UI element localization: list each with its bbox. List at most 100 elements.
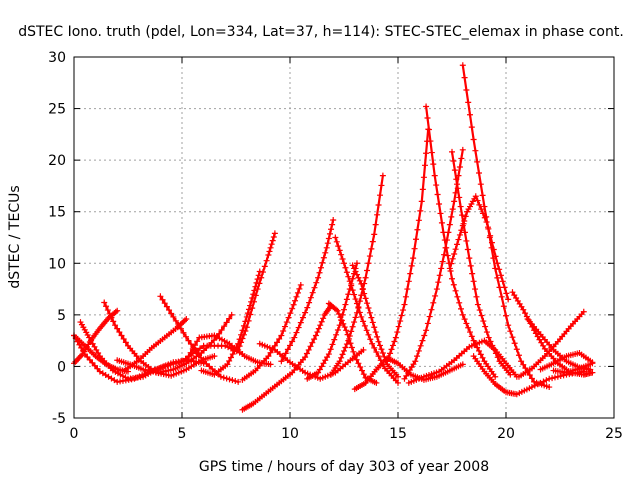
data-point xyxy=(346,335,353,342)
data-point xyxy=(191,342,198,349)
data-point xyxy=(503,290,510,297)
data-point xyxy=(436,200,443,207)
data-point xyxy=(352,314,359,321)
data-point xyxy=(315,369,322,376)
data-point xyxy=(443,237,450,244)
data-point xyxy=(453,176,460,183)
data-point xyxy=(289,338,296,345)
data-point xyxy=(309,339,316,346)
data-point xyxy=(474,301,481,308)
data-point xyxy=(402,293,409,300)
data-point xyxy=(499,278,506,285)
data-point xyxy=(418,198,425,205)
series-arc-28 xyxy=(405,337,520,386)
data-point xyxy=(80,347,86,354)
data-point xyxy=(449,148,455,155)
data-point xyxy=(560,372,567,379)
data-point xyxy=(265,353,272,360)
data-point xyxy=(387,350,394,357)
data-point xyxy=(172,317,179,324)
data-point xyxy=(422,162,428,169)
data-point xyxy=(465,99,472,106)
data-point xyxy=(309,289,316,296)
data-point xyxy=(534,381,541,388)
series-line xyxy=(425,105,497,378)
data-point xyxy=(296,285,303,292)
data-point xyxy=(224,361,231,368)
data-point xyxy=(408,262,415,269)
data-point xyxy=(451,198,458,205)
data-point xyxy=(183,357,190,364)
data-point xyxy=(455,236,462,243)
data-point xyxy=(324,354,331,361)
data-point xyxy=(317,264,324,271)
data-point xyxy=(446,265,453,272)
data-point xyxy=(369,238,376,245)
data-point xyxy=(342,344,349,351)
data-point xyxy=(449,275,455,282)
y-tick-label: 0 xyxy=(57,359,66,375)
data-point xyxy=(261,263,268,270)
data-point xyxy=(384,358,391,365)
data-point xyxy=(486,234,493,241)
data-point xyxy=(120,335,127,342)
data-point xyxy=(500,303,507,310)
data-point xyxy=(333,238,340,245)
series-arc-20 xyxy=(349,262,401,380)
data-point xyxy=(188,341,194,348)
data-point xyxy=(355,274,362,281)
data-point xyxy=(378,346,385,353)
data-point xyxy=(283,319,290,326)
data-point xyxy=(307,294,314,301)
data-point xyxy=(520,361,527,368)
x-tick-label: 0 xyxy=(70,426,79,442)
data-point xyxy=(211,353,218,360)
data-point xyxy=(513,346,520,353)
data-point xyxy=(225,344,232,351)
data-point xyxy=(293,329,300,336)
data-point xyxy=(428,149,435,156)
data-point xyxy=(345,291,352,298)
data-point xyxy=(465,324,472,331)
data-point xyxy=(220,374,227,381)
data-point xyxy=(320,360,327,367)
data-point xyxy=(452,246,459,253)
data-point xyxy=(369,319,376,326)
data-point xyxy=(351,265,358,272)
data-point xyxy=(278,332,285,339)
data-point xyxy=(472,286,479,293)
data-point xyxy=(267,349,274,356)
series-arc-26 xyxy=(446,193,512,303)
data-point xyxy=(311,336,318,343)
y-tick-label: 30 xyxy=(48,50,66,66)
data-point xyxy=(466,255,473,262)
data-point xyxy=(343,327,350,334)
data-point xyxy=(473,293,480,300)
data-point xyxy=(467,329,473,336)
data-point xyxy=(267,244,274,251)
data-point xyxy=(367,336,374,343)
data-point xyxy=(299,314,306,321)
data-point xyxy=(341,347,347,354)
series-arc-16 xyxy=(304,260,360,382)
data-point xyxy=(229,377,236,384)
data-point xyxy=(347,340,354,347)
data-point xyxy=(423,103,430,110)
data-point xyxy=(494,274,501,281)
data-point xyxy=(463,87,470,94)
data-point xyxy=(531,382,538,389)
data-point xyxy=(554,373,561,380)
data-point xyxy=(417,207,424,214)
data-point xyxy=(218,326,225,333)
data-point xyxy=(349,287,356,294)
data-point xyxy=(373,379,380,386)
data-point xyxy=(238,339,245,346)
data-point xyxy=(482,323,489,330)
data-point xyxy=(306,299,313,306)
data-point xyxy=(185,353,192,360)
data-point xyxy=(359,285,366,292)
data-point xyxy=(187,349,194,356)
data-point xyxy=(400,307,407,314)
data-point xyxy=(445,229,452,236)
data-point xyxy=(185,337,192,344)
